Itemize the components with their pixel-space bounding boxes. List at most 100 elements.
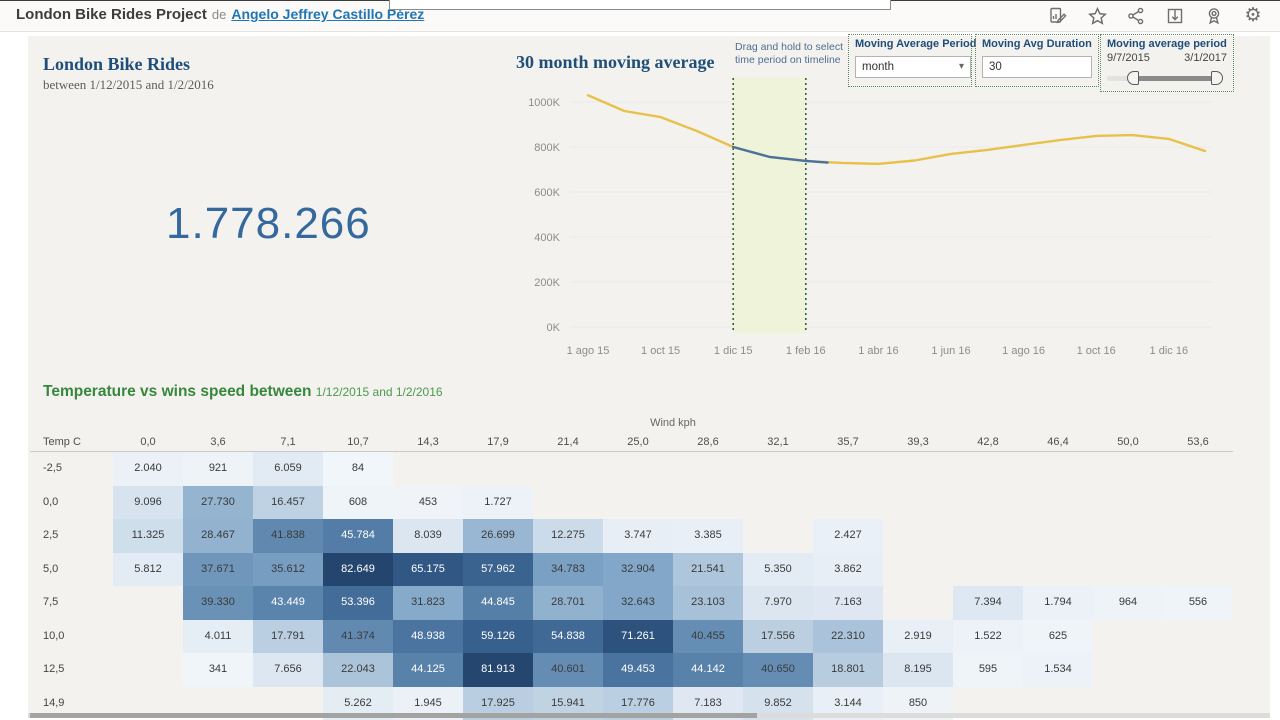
heatmap-cell[interactable]: 27.730 <box>183 485 253 519</box>
heatmap-cell[interactable]: 40.650 <box>743 653 813 687</box>
heatmap-cell[interactable]: 7.163 <box>813 586 883 620</box>
heatmap-cell[interactable]: 32.904 <box>603 552 673 586</box>
settings-gear-icon[interactable]: ⚙ <box>1244 5 1262 26</box>
heatmap-cell[interactable]: 16.457 <box>253 485 323 519</box>
heatmap-cell[interactable]: 453 <box>393 485 463 519</box>
heatmap-cell[interactable]: 9.096 <box>113 485 183 519</box>
moving-average-period-select[interactable]: month ▾ <box>855 56 971 78</box>
heatmap-cell <box>113 620 183 654</box>
heatmap-cell[interactable]: 2.427 <box>813 519 883 553</box>
heatmap-cell[interactable]: 5.812 <box>113 552 183 586</box>
browser-find-bar[interactable] <box>389 0 891 10</box>
heatmap-cell[interactable]: 1.727 <box>463 485 533 519</box>
heatmap-cell[interactable]: 5.350 <box>743 552 813 586</box>
heatmap-cell[interactable]: 81.913 <box>463 653 533 687</box>
heatmap-cell <box>1163 519 1233 553</box>
slider-end-handle[interactable] <box>1211 71 1223 85</box>
heatmap-cell[interactable]: 59.126 <box>463 619 533 653</box>
heatmap-cell[interactable]: 71.261 <box>603 619 673 653</box>
heatmap-cell[interactable]: 1.522 <box>953 619 1023 653</box>
download-icon[interactable] <box>1164 5 1186 27</box>
heatmap-cell[interactable]: 1.534 <box>1023 653 1093 687</box>
line-chart-svg[interactable]: 0K 200K 400K 600K 800K 1000K 1 ago 15 1 oct 15 1… <box>520 75 1240 370</box>
heatmap-cell[interactable]: 45.784 <box>323 519 393 553</box>
heatmap-cell[interactable]: 7.394 <box>953 586 1023 620</box>
heatmap-cell[interactable]: 82.649 <box>323 552 393 586</box>
heatmap-cell[interactable]: 28.701 <box>533 586 603 620</box>
heatmap-cell[interactable]: 43.449 <box>253 586 323 620</box>
series-selected-range[interactable] <box>731 145 829 164</box>
heatmap-cell[interactable]: 7.656 <box>253 653 323 687</box>
heatmap-cell[interactable]: 37.671 <box>183 552 253 586</box>
heatmap-cell[interactable]: 48.938 <box>393 619 463 653</box>
heatmap-cell[interactable]: 2.040 <box>113 452 183 486</box>
heatmap-cell[interactable]: 53.396 <box>323 586 393 620</box>
heatmap-cell <box>1023 553 1093 587</box>
heatmap-cell[interactable]: 31.823 <box>393 586 463 620</box>
heatmap-cell[interactable]: 40.601 <box>533 653 603 687</box>
heatmap-cell[interactable]: 8.039 <box>393 519 463 553</box>
heatmap-cell[interactable]: 35.612 <box>253 552 323 586</box>
heatmap-cell[interactable]: 17.556 <box>743 619 813 653</box>
heatmap-cell[interactable]: 11.325 <box>113 519 183 553</box>
heatmap-row-header-label: Temp C <box>43 436 81 448</box>
heatmap-cell[interactable]: 3.385 <box>673 519 743 553</box>
edit-viz-icon[interactable] <box>1047 5 1069 27</box>
heatmap-cell[interactable]: 921 <box>183 452 253 486</box>
heatmap-cell[interactable]: 18.801 <box>813 653 883 687</box>
heatmap-cell[interactable]: 44.142 <box>673 653 743 687</box>
heatmap-cell[interactable]: 12.275 <box>533 519 603 553</box>
slider-selected-range[interactable] <box>1131 76 1217 81</box>
timeline-selection-band[interactable] <box>733 78 806 333</box>
heatmap-cell[interactable]: 34.783 <box>533 552 603 586</box>
heatmap-cell[interactable]: 44.845 <box>463 586 533 620</box>
heatmap-cell[interactable]: 84 <box>323 452 393 486</box>
heatmap-cell[interactable]: 625 <box>1023 619 1093 653</box>
horizontal-scrollbar-thumb[interactable] <box>30 713 757 718</box>
heatmap-cell[interactable]: 32.643 <box>603 586 673 620</box>
heatmap-cell[interactable]: 22.043 <box>323 653 393 687</box>
heatmap-cell[interactable]: 964 <box>1093 586 1163 620</box>
heatmap-cell[interactable]: 28.467 <box>183 519 253 553</box>
favorite-star-icon[interactable] <box>1086 5 1108 27</box>
heatmap-cell[interactable]: 608 <box>323 485 393 519</box>
heatmap-cell[interactable]: 41.838 <box>253 519 323 553</box>
moving-average-line-chart[interactable]: 0K 200K 400K 600K 800K 1000K 1 ago 15 1 oct 15 1… <box>520 75 1240 370</box>
heatmap-cell[interactable]: 8.195 <box>883 653 953 687</box>
heatmap-cell[interactable]: 40.455 <box>673 619 743 653</box>
heatmap-cell[interactable]: 23.103 <box>673 586 743 620</box>
heatmap-cell[interactable]: 6.059 <box>253 452 323 486</box>
heatmap-cell[interactable]: 17.791 <box>253 619 323 653</box>
heatmap-cell[interactable]: 41.374 <box>323 619 393 653</box>
moving-avg-duration-input[interactable] <box>982 56 1092 78</box>
heatmap-cell <box>1093 553 1163 587</box>
heatmap-cell[interactable]: 44.125 <box>393 653 463 687</box>
heatmap-cell[interactable]: 341 <box>183 653 253 687</box>
heatmap-cell[interactable]: 39.330 <box>183 586 253 620</box>
slider-start-handle[interactable] <box>1127 71 1139 85</box>
author-link[interactable]: Angelo Jeffrey Castillo Pérez <box>231 6 425 22</box>
heatmap-cell[interactable]: 49.453 <box>603 653 673 687</box>
heatmap-cell[interactable]: 595 <box>953 653 1023 687</box>
heatmap-cell[interactable]: 3.862 <box>813 552 883 586</box>
heatmap-cell[interactable]: 1.794 <box>1023 586 1093 620</box>
heatmap-cell <box>813 486 883 520</box>
heatmap-cell[interactable]: 4.011 <box>183 619 253 653</box>
heatmap-cell[interactable]: 65.175 <box>393 552 463 586</box>
heatmap-cell[interactable]: 54.838 <box>533 619 603 653</box>
heatmap-cell <box>953 486 1023 520</box>
heatmap-cell[interactable]: 7.970 <box>743 586 813 620</box>
series-moving-average[interactable] <box>586 94 1207 166</box>
heatmap-column-header: 10,7 <box>347 436 369 448</box>
share-icon[interactable] <box>1125 5 1147 27</box>
heatmap-cell[interactable]: 57.962 <box>463 552 533 586</box>
heatmap-cell[interactable]: 556 <box>1163 586 1233 620</box>
heatmap-cell[interactable]: 26.699 <box>463 519 533 553</box>
heatmap-cell[interactable]: 2.919 <box>883 619 953 653</box>
heatmap-cell[interactable]: 21.541 <box>673 552 743 586</box>
x-tick-label: 1 dic 15 <box>714 345 753 357</box>
author-badge-icon[interactable] <box>1203 5 1225 27</box>
heatmap-cell[interactable]: 22.310 <box>813 619 883 653</box>
heatmap-cell[interactable]: 3.747 <box>603 519 673 553</box>
